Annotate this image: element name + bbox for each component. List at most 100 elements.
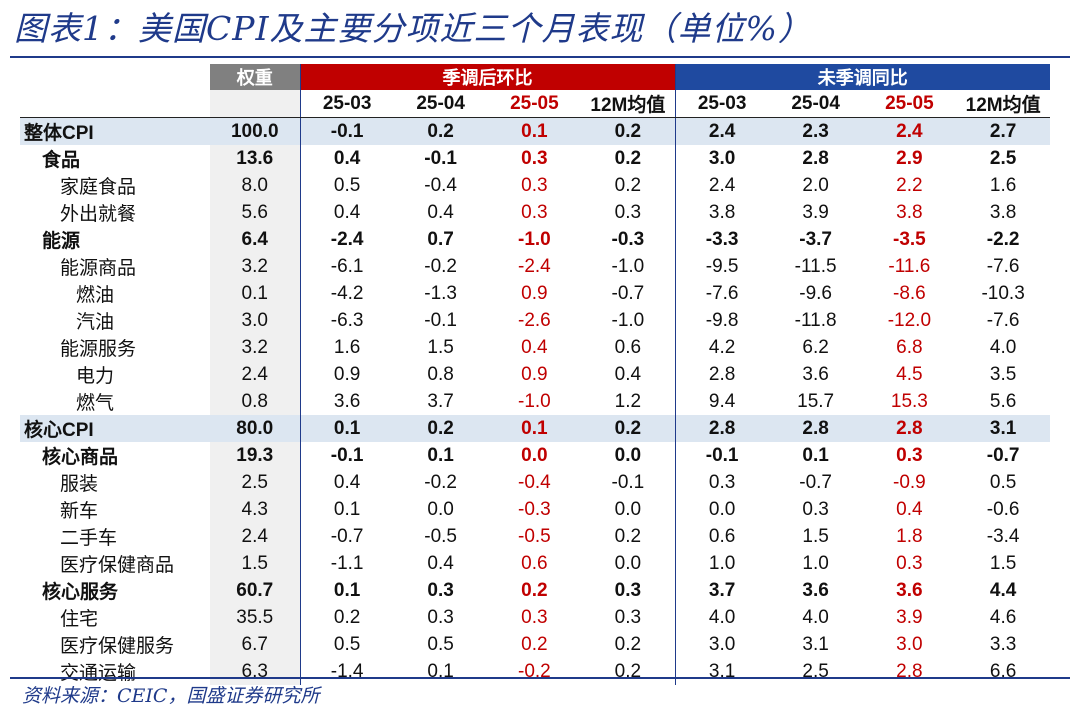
sa-mom-cell: 0.3: [614, 201, 642, 223]
nsa-yoy-cell: 0.0: [674, 496, 769, 523]
group-header-row: 权重 季调后环比 未季调同比: [20, 64, 1050, 90]
table-row: 整体CPI 100.0 -0.1 0.2 0.1 0.2 2.4 2.3 2.4 2.7: [20, 117, 1050, 145]
table-row: 燃油 0.1 -4.2 -1.3 0.9 -0.7 -7.6 -9.6 -8.6 -10.3: [20, 280, 1050, 307]
nsa-yoy-cell: 4.0: [989, 336, 1017, 358]
nsa-yoy-cell: -7.6: [674, 280, 769, 307]
row-label: 食品: [42, 150, 81, 171]
sa-mom-cell: 0.3: [521, 606, 548, 628]
nsa-yoy-cell: 3.1: [674, 658, 769, 685]
nsa-yoy-cell: -10.3: [981, 282, 1025, 304]
period-header: 25-03: [674, 90, 769, 118]
table-row: 外出就餐 5.6 0.4 0.4 0.3 0.3 3.8 3.9 3.8 3.8: [20, 199, 1050, 226]
nsa-yoy-cell: 6.2: [802, 336, 829, 358]
sa-mom-cell: 0.2: [581, 415, 675, 442]
sa-mom-cell: -0.5: [424, 525, 457, 547]
sa-mom-cell: 0.7: [427, 228, 454, 250]
page-title: 图表1：美国CPI及主要分项近三个月表现（单位%）: [14, 9, 812, 48]
period-header: 25-04: [768, 90, 863, 118]
nsa-yoy-cell: 0.3: [896, 552, 923, 574]
sa-mom-cell: 0.3: [521, 147, 548, 169]
sa-mom-cell: 0.2: [614, 174, 642, 196]
row-label: 核心服务: [42, 582, 119, 603]
sa-mom-cell: 0.2: [521, 633, 548, 655]
nsa-yoy-cell: -3.4: [986, 525, 1020, 547]
weight-cell: 3.0: [210, 307, 300, 334]
sa-mom-cell: 0.3: [521, 174, 548, 196]
sa-mom-cell: 0.2: [299, 604, 394, 631]
nsa-yoy-cell: 1.6: [989, 174, 1017, 196]
sa-mom-cell: -0.5: [518, 525, 551, 547]
sa-mom-cell: 0.6: [521, 552, 548, 574]
sa-mom-cell: 0.1: [427, 444, 454, 466]
sa-mom-cell: 3.6: [299, 388, 394, 415]
sa-mom-cell: 0.2: [393, 415, 488, 442]
row-label: 住宅: [60, 609, 99, 630]
weight-cell: 19.3: [210, 442, 300, 469]
sa-mom-cell: 0.1: [299, 496, 394, 523]
weight-cell: 3.2: [210, 334, 300, 361]
sa-mom-cell: 0.9: [521, 282, 548, 304]
weight-cell: 80.0: [210, 415, 300, 442]
nsa-yoy-cell: 4.0: [802, 606, 829, 628]
weight-cell: 8.0: [210, 172, 300, 199]
table-row: 二手车 2.4 -0.7 -0.5 -0.5 0.2 0.6 1.5 1.8 -3.4: [20, 523, 1050, 550]
table-row: 能源商品 3.2 -6.1 -0.2 -2.4 -1.0 -9.5 -11.5 -11.6 -7.…: [20, 253, 1050, 280]
nsa-yoy-cell: 5.6: [989, 390, 1017, 412]
nsa-yoy-cell: 0.3: [802, 498, 829, 520]
nsa-yoy-cell: 0.3: [896, 444, 923, 466]
nsa-yoy-cell: 3.8: [896, 201, 923, 223]
sa-mom-cell: -0.1: [611, 471, 645, 493]
nsa-yoy-cell: -0.7: [799, 471, 832, 493]
sa-mom-cell: -6.3: [299, 307, 394, 334]
nsa-yoy-cell: 4.5: [896, 363, 923, 385]
table-row: 服装 2.5 0.4 -0.2 -0.4 -0.1 0.3 -0.7 -0.9 0.5: [20, 469, 1050, 496]
nsa-yoy-cell: 4.4: [989, 579, 1017, 601]
nsa-yoy-cell: 3.3: [989, 633, 1017, 655]
title-divider: [10, 56, 1070, 58]
sa-mom-cell: -2.4: [518, 255, 551, 277]
nsa-yoy-cell: 3.9: [896, 606, 923, 628]
source-note: 资料来源：CEIC，国盛证券研究所: [22, 685, 320, 707]
sa-mom-cell: 0.4: [427, 201, 454, 223]
nsa-yoy-cell: 3.0: [674, 631, 769, 658]
nsa-yoy-cell: 3.9: [802, 201, 829, 223]
nsa-yoy-cell: 3.8: [989, 201, 1017, 223]
nsa-yoy-cell: 2.8: [768, 415, 863, 442]
row-label: 外出就餐: [60, 204, 137, 225]
nsa-yoy-cell: 1.8: [896, 525, 923, 547]
nsa-yoy-cell: 0.3: [674, 469, 769, 496]
sa-mom-cell: 0.1: [487, 415, 582, 442]
nsa-yoy-cell: 4.2: [674, 334, 769, 361]
nsa-yoy-cell: -11.5: [794, 255, 837, 277]
bottom-divider: [10, 677, 1070, 679]
sa-mom-cell: -0.2: [424, 255, 457, 277]
table-row: 新车 4.3 0.1 0.0 -0.3 0.0 0.0 0.3 0.4 -0.6: [20, 496, 1050, 523]
nsa-yoy-cell: 6.8: [896, 336, 923, 358]
header-blank: [20, 90, 210, 118]
table-row: 燃气 0.8 3.6 3.7 -1.0 1.2 9.4 15.7 15.3 5.6: [20, 388, 1050, 415]
table-row: 医疗保健服务 6.7 0.5 0.5 0.2 0.2 3.0 3.1 3.0 3.3: [20, 631, 1050, 658]
sa-mom-cell: 0.5: [299, 172, 394, 199]
sa-mom-cell: -1.0: [611, 255, 645, 277]
sa-mom-cell: -0.1: [299, 117, 394, 145]
nsa-yoy-cell: -3.3: [674, 226, 769, 253]
sa-mom-cell: 0.1: [299, 577, 394, 604]
nsa-yoy-cell: 2.8: [674, 415, 769, 442]
nsa-yoy-cell: -0.7: [986, 444, 1020, 466]
nsa-yoy-cell: 3.5: [989, 363, 1017, 385]
nsa-yoy-cell: -12.0: [887, 309, 932, 331]
nsa-yoy-header: 未季调同比: [674, 64, 1050, 90]
table-row: 核心CPI 80.0 0.1 0.2 0.1 0.2 2.8 2.8 2.8 3.1: [20, 415, 1050, 442]
header-blank: [20, 64, 210, 90]
sa-mom-cell: 0.0: [427, 498, 454, 520]
sa-mom-cell: 0.3: [427, 579, 454, 601]
sa-mom-cell: -1.0: [611, 309, 645, 331]
nsa-yoy-cell: 2.2: [896, 174, 923, 196]
nsa-yoy-cell: 1.0: [802, 552, 829, 574]
sa-mom-cell: -6.1: [299, 253, 394, 280]
sa-mom-cell: -0.2: [518, 660, 551, 682]
nsa-yoy-cell: 9.4: [674, 388, 769, 415]
sa-mom-cell: 0.2: [521, 579, 548, 601]
sa-mom-cell: 0.4: [427, 552, 454, 574]
row-label: 电力: [76, 366, 115, 387]
